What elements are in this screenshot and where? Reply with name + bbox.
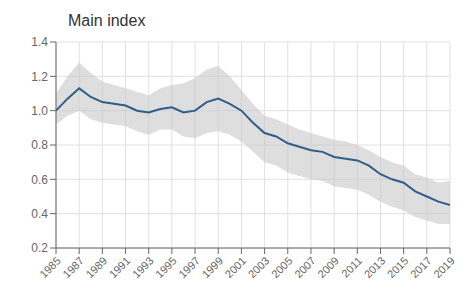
svg-text:1989: 1989 bbox=[83, 254, 109, 280]
svg-text:0.4: 0.4 bbox=[31, 207, 48, 221]
svg-text:2019: 2019 bbox=[431, 254, 457, 280]
html-text:Main index: Main index bbox=[68, 12, 146, 29]
svg-text:1987: 1987 bbox=[60, 254, 86, 280]
svg-text:1997: 1997 bbox=[176, 254, 202, 280]
svg-text:1.2: 1.2 bbox=[31, 70, 48, 84]
svg-text:0.2: 0.2 bbox=[31, 241, 48, 255]
svg-text:1991: 1991 bbox=[107, 254, 133, 280]
svg-text:2015: 2015 bbox=[385, 254, 411, 280]
svg-text:1985: 1985 bbox=[37, 254, 63, 280]
svg-text:2017: 2017 bbox=[408, 254, 434, 280]
svg-text:2009: 2009 bbox=[315, 254, 341, 280]
svg-text:2005: 2005 bbox=[269, 254, 295, 280]
svg-text:0.8: 0.8 bbox=[31, 138, 48, 152]
svg-text:2007: 2007 bbox=[292, 254, 318, 280]
svg-text:0.6: 0.6 bbox=[31, 173, 48, 187]
svg-text:2013: 2013 bbox=[362, 254, 388, 280]
svg-text:1993: 1993 bbox=[130, 254, 156, 280]
svg-text:1999: 1999 bbox=[199, 254, 225, 280]
svg-text:1.0: 1.0 bbox=[31, 104, 48, 118]
svg-text:1995: 1995 bbox=[153, 254, 179, 280]
svg-text:1.4: 1.4 bbox=[31, 35, 48, 49]
svg-text:2003: 2003 bbox=[246, 254, 272, 280]
svg-text:2011: 2011 bbox=[339, 254, 364, 279]
svg-text:2001: 2001 bbox=[223, 254, 249, 280]
